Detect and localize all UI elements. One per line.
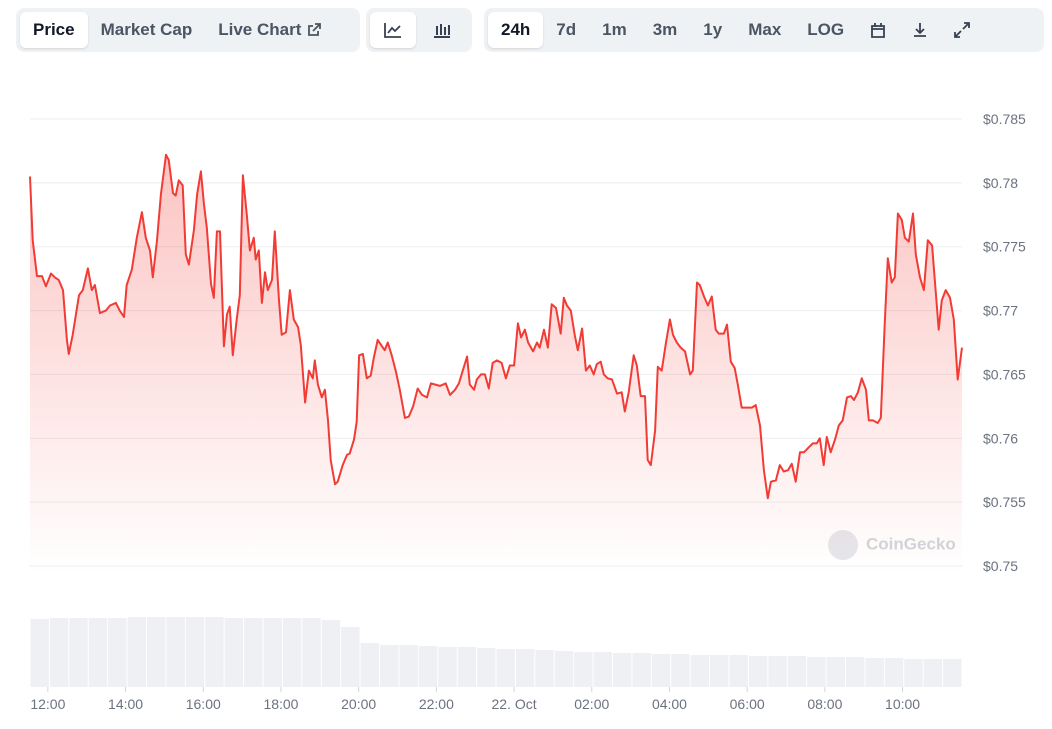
volume-bar — [418, 646, 438, 687]
volume-bar — [185, 617, 205, 687]
volume-bar — [923, 659, 943, 687]
volume-bar — [554, 651, 574, 687]
volume-bar — [671, 654, 690, 687]
volume-bar — [477, 648, 496, 687]
volume-bar — [88, 618, 108, 687]
volume-bar — [147, 617, 166, 687]
volume-bar — [321, 620, 341, 687]
volume-bar — [535, 650, 554, 687]
y-tick-label: $0.76 — [983, 430, 1018, 446]
watermark-logo — [828, 530, 858, 560]
line-icon — [384, 23, 401, 38]
volume-bar — [30, 619, 49, 687]
x-tick-label: 04:00 — [652, 696, 687, 712]
volume-bar — [613, 653, 632, 687]
volume-bar — [846, 657, 865, 687]
volume-bar — [690, 655, 710, 687]
x-tick-label: 20:00 — [341, 696, 376, 712]
icon — [914, 23, 927, 37]
external-icon — [308, 23, 322, 36]
data-tabs: Price Market Cap Live Chart — [16, 8, 360, 52]
range-button[interactable]: 7d — [556, 20, 577, 39]
volume-bar — [282, 618, 302, 687]
y-tick-label: $0.78 — [983, 175, 1018, 191]
range-button[interactable]: LOG — [807, 20, 845, 39]
x-tick-label: 08:00 — [807, 696, 842, 712]
y-tick-label: $0.75 — [983, 558, 1018, 574]
volume-bar — [49, 618, 69, 687]
volume-bar — [651, 654, 671, 687]
y-tick-label: $0.765 — [983, 366, 1026, 382]
icon-button[interactable] — [941, 12, 983, 48]
volume-bar — [768, 656, 787, 687]
volume-bar — [710, 655, 729, 687]
x-tick-label: 16:00 — [186, 696, 221, 712]
volume-bar — [380, 645, 399, 687]
volume-bar — [593, 652, 612, 687]
volume-bar — [224, 618, 244, 687]
range-bar: 24h 7d 1m 3m 1y Max LOG — [484, 8, 1044, 52]
range-button[interactable]: 1m — [602, 20, 627, 39]
tab[interactable]: Market Cap — [100, 20, 193, 39]
watermark: CoinGecko — [866, 534, 956, 553]
volume-bar — [108, 618, 127, 687]
volume-bar — [399, 645, 418, 687]
range-button[interactable]: Max — [748, 20, 782, 39]
candle-icon — [434, 24, 450, 38]
volume-bar — [438, 647, 457, 687]
volume-bar — [205, 617, 224, 687]
volume-bar — [904, 659, 923, 687]
x-tick-label: 06:00 — [730, 696, 765, 712]
y-tick-label: $0.775 — [983, 239, 1026, 255]
price-area — [30, 154, 962, 574]
volume-bar — [341, 627, 360, 687]
volume-bar — [166, 617, 185, 687]
icon-button[interactable] — [899, 12, 941, 48]
volume-bar — [807, 657, 826, 687]
volume-bar — [748, 656, 768, 687]
x-tick-label: 22. Oct — [491, 696, 536, 712]
x-tick-label: 12:00 — [30, 696, 65, 712]
icon — [954, 22, 971, 38]
volume-bar — [729, 655, 748, 687]
volume-bar — [787, 656, 807, 687]
volume-bar — [515, 649, 535, 687]
volume-bar — [263, 618, 282, 687]
x-tick-label: 10:00 — [885, 696, 920, 712]
tab[interactable]: Live Chart — [205, 12, 335, 48]
y-tick-label: $0.77 — [983, 303, 1018, 319]
volume-bar — [574, 652, 593, 687]
icon — [871, 23, 886, 38]
volume-bar — [632, 653, 651, 687]
range-button[interactable]: 24h — [488, 12, 544, 48]
volume-bar — [244, 618, 263, 687]
price-line — [29, 153, 963, 500]
volume-bar — [496, 649, 515, 687]
x-tick-label: 18:00 — [263, 696, 298, 712]
x-tick-label: 14:00 — [108, 696, 143, 712]
volume-bar — [69, 618, 88, 687]
y-tick-label: $0.785 — [983, 111, 1026, 127]
range-button[interactable]: 3m — [652, 20, 678, 39]
volume-bar — [127, 617, 146, 687]
line-icon-btn[interactable] — [370, 12, 416, 48]
volume-bar — [943, 659, 962, 687]
x-tick-label: 22:00 — [419, 696, 454, 712]
tab[interactable]: Price — [20, 12, 88, 48]
volume-bar — [826, 657, 845, 687]
icon-button[interactable] — [857, 12, 899, 48]
x-tick-label: 02:00 — [574, 696, 609, 712]
chart-style — [366, 8, 472, 52]
volume-bar — [302, 618, 321, 687]
tab-label: Live Chart — [218, 20, 302, 39]
range-button[interactable]: 1y — [703, 20, 723, 39]
volume-bar — [457, 647, 477, 687]
y-tick-label: $0.755 — [983, 494, 1026, 510]
volume-bar — [884, 658, 904, 687]
candle-icon-btn[interactable] — [416, 12, 468, 48]
volume-bar — [360, 643, 379, 687]
volume-bar — [865, 658, 884, 687]
